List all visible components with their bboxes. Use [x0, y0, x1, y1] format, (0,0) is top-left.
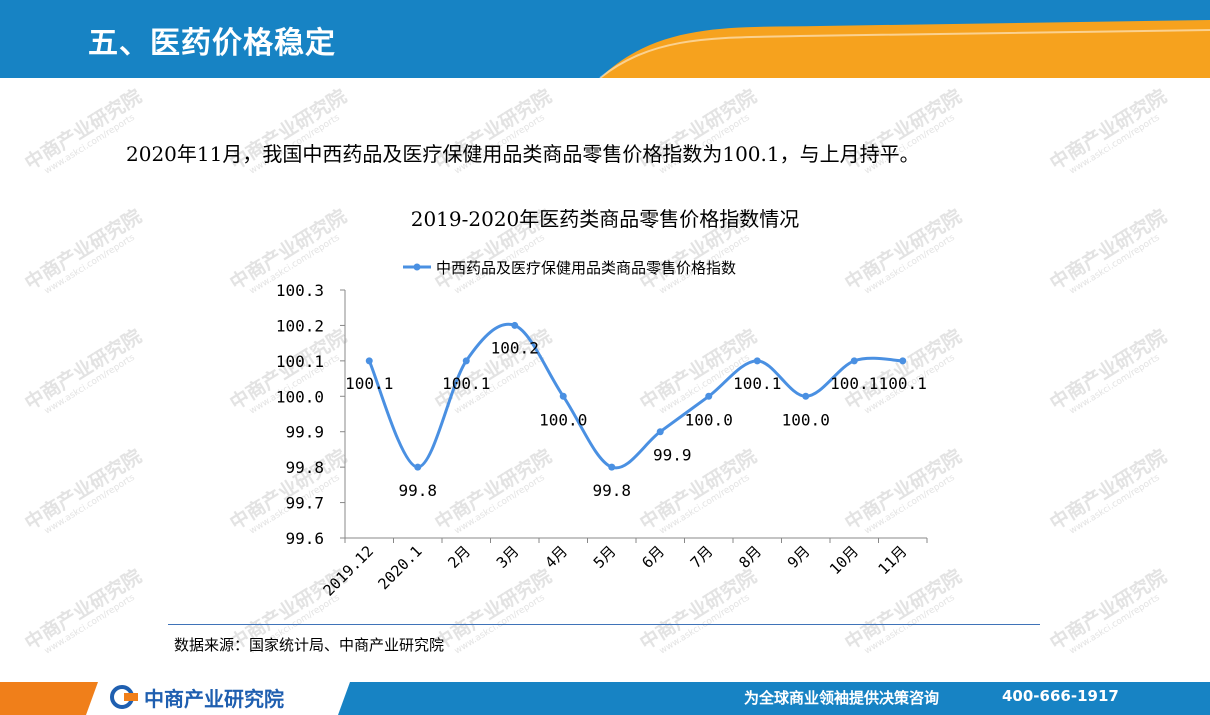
- data-point: [365, 357, 373, 365]
- watermark: 中商产业研究院 www.askci.com/reports: [841, 85, 966, 177]
- data-point: [462, 357, 470, 365]
- watermark: 中商产业研究院 www.askci.com/reports: [431, 85, 556, 177]
- watermark: 中商产业研究院 www.askci.com/reports: [1046, 85, 1171, 177]
- y-tick-label: 99.8: [285, 458, 324, 477]
- footer-slogan: 为全球商业领袖提供决策咨询: [744, 689, 940, 707]
- header-background: [0, 0, 1210, 78]
- watermark: 中商产业研究院 www.askci.com/reports: [21, 85, 146, 177]
- data-label: 100.0: [782, 410, 830, 429]
- data-label: 100.1: [442, 374, 490, 393]
- y-tick-label: 99.9: [285, 423, 324, 442]
- data-point: [802, 392, 810, 400]
- x-tick-label: 11月: [874, 542, 910, 578]
- y-tick-label: 100.2: [276, 316, 324, 335]
- data-point: [850, 357, 858, 365]
- x-tick-label: 8月: [735, 542, 765, 572]
- x-tick-label: 7月: [687, 542, 717, 572]
- y-tick-label: 100.3: [276, 281, 324, 300]
- data-point: [414, 463, 422, 471]
- source-note: 数据来源：国家统计局、中商产业研究院: [174, 636, 445, 654]
- x-tick-label: 5月: [590, 542, 620, 572]
- brand-logo-group: 中商产业研究院: [110, 684, 284, 711]
- x-tick-label: 2020.1: [375, 542, 426, 593]
- y-tick-label: 99.6: [285, 529, 324, 548]
- legend-marker: [413, 263, 421, 271]
- data-label: 99.8: [398, 481, 437, 500]
- data-point: [608, 463, 616, 471]
- x-tick-label: 4月: [541, 542, 571, 572]
- data-label: 100.0: [539, 410, 587, 429]
- footer-phone: 400-666-1917: [1002, 687, 1119, 705]
- watermark: 中商产业研究院 www.askci.com/reports: [226, 85, 351, 177]
- data-label: 100.0: [685, 410, 733, 429]
- footer-bar: [0, 682, 1210, 715]
- y-tick-label: 100.1: [276, 352, 324, 371]
- x-tick-label: 6月: [638, 542, 668, 572]
- chart-title: 2019-2020年医药类商品零售价格指数情况: [410, 207, 800, 231]
- x-tick-label: 3月: [493, 542, 523, 572]
- data-point: [899, 357, 907, 365]
- data-point: [559, 392, 567, 400]
- source-divider: [168, 624, 1040, 625]
- data-label: 100.2: [491, 338, 539, 357]
- x-tick-label: 9月: [784, 542, 814, 572]
- page-title: 五、医药价格稳定: [88, 26, 336, 61]
- brand-logo-icon: [110, 685, 138, 709]
- legend-label: 中西药品及医疗保健用品类商品零售价格指数: [436, 259, 736, 277]
- brand-name: 中商产业研究院: [144, 686, 284, 711]
- y-tick-label: 99.7: [285, 494, 324, 513]
- data-point: [656, 428, 664, 436]
- data-point: [705, 392, 713, 400]
- data-label: 100.1: [879, 374, 927, 393]
- x-tick-label: 2月: [444, 542, 474, 572]
- data-point: [511, 321, 519, 329]
- series-line: [367, 322, 903, 470]
- x-tick-label: 10月: [826, 542, 862, 578]
- data-label: 99.9: [653, 446, 692, 465]
- data-label: 100.1: [345, 374, 393, 393]
- footer-background: [0, 682, 1210, 715]
- y-tick-label: 100.0: [276, 387, 324, 406]
- data-label: 99.8: [592, 481, 631, 500]
- line-chart: 中西药品及医疗保健用品类商品零售价格指数100.3100.2100.1100.0…: [276, 259, 928, 600]
- intro-text: 2020年11月，我国中西药品及医疗保健用品类商品零售价格指数为100.1，与上…: [126, 142, 920, 166]
- data-point: [753, 357, 761, 365]
- watermark: 中商产业研究院 www.askci.com/reports: [636, 85, 761, 177]
- header-banner: 五、医药价格稳定: [0, 0, 1210, 78]
- data-label: 100.1: [733, 374, 781, 393]
- x-tick-label: 2019.12: [320, 542, 377, 599]
- data-label: 100.1: [830, 374, 878, 393]
